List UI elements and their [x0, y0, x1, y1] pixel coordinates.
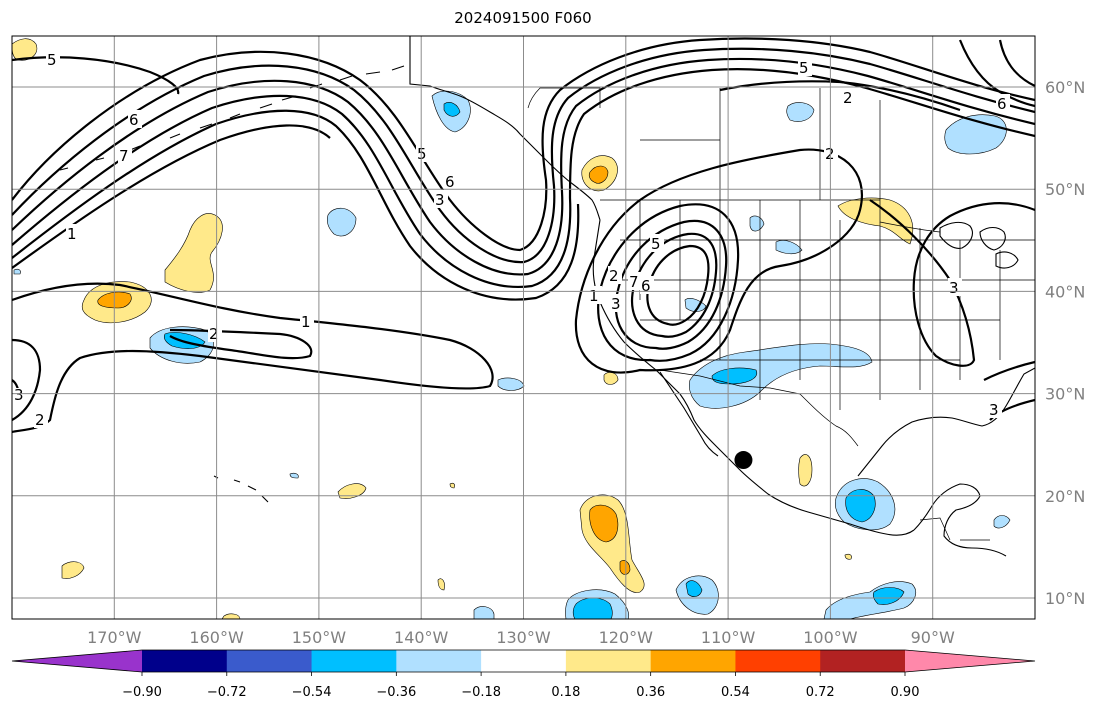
contour-label: 5 — [47, 51, 57, 69]
colorbar-segment — [650, 650, 736, 672]
colorbar-segment — [226, 650, 313, 672]
contour-label: 3 — [14, 386, 24, 404]
colorbar-tick-label: 0.54 — [721, 685, 750, 700]
colorbar-tick-label: −0.72 — [207, 685, 247, 700]
colorbar-tick-label: −0.36 — [376, 685, 416, 700]
contour-label: 2 — [825, 145, 835, 163]
latitude-tick-label: 20°N — [1045, 487, 1085, 506]
location-marker — [734, 451, 753, 470]
positive-anomaly-fills — [12, 38, 914, 619]
colorbar-tick-label: 0.36 — [636, 685, 665, 700]
longitude-tick-label: 90°W — [911, 628, 955, 647]
contour-jet-1 — [12, 37, 1035, 252]
colorbar-segment — [735, 650, 821, 672]
gulf-coast — [857, 367, 1035, 477]
colorbar-tick-label: 0.72 — [806, 685, 835, 700]
negative-anomaly-fills — [13, 90, 1011, 619]
central-america-borders — [919, 517, 990, 541]
colorbar-segment — [142, 650, 228, 672]
contour-label: 5 — [417, 145, 427, 163]
contour-label: 1 — [589, 287, 599, 305]
contour-jet-6 — [12, 124, 331, 269]
west-coast — [592, 219, 915, 536]
canada-provinces — [640, 88, 881, 200]
colorbar-tick-label: −0.18 — [461, 685, 501, 700]
colorbar: −0.90 −0.72 −0.54 −0.36 −0.18 0.18 0.36 0.54 0.7… — [11, 649, 1036, 700]
contour-east-trough — [869, 199, 1035, 367]
longitude-tick-label: 100°W — [803, 628, 858, 647]
longitude-tick-label: 150°W — [292, 628, 347, 647]
colorbar-segment — [311, 650, 397, 672]
contour-label: 3 — [989, 401, 999, 419]
colorbar-segment — [396, 650, 482, 672]
contour-label: 2 — [35, 411, 45, 429]
alaska-canada-border — [527, 87, 601, 109]
yucatan-coast — [913, 483, 1007, 557]
contour-east-2 — [958, 39, 1035, 108]
contour-label: 2 — [209, 325, 219, 343]
colorbar-segment — [565, 650, 652, 672]
alaska-coast — [409, 36, 601, 221]
longitude-labels: 170°W 160°W 150°W 140°W 130°W 120°W 110°W 100°W… — [87, 628, 955, 647]
colorbar-tick-label: −0.54 — [292, 685, 332, 700]
contour-label: 6 — [641, 277, 651, 295]
latitude-tick-label: 40°N — [1045, 282, 1085, 301]
longitude-tick-label: 130°W — [496, 628, 551, 647]
longitude-tick-label: 170°W — [87, 628, 142, 647]
contour-label: 6 — [997, 95, 1007, 113]
map-frame — [11, 35, 1036, 620]
contour-label: 7 — [629, 273, 639, 291]
contour-low-1 — [597, 203, 740, 362]
contour-label: 7 — [119, 147, 129, 165]
longitude-tick-label: 120°W — [599, 628, 654, 647]
contour-label: 2 — [843, 89, 853, 107]
contour-label: 2 — [609, 267, 619, 285]
latitude-tick-label: 30°N — [1045, 385, 1085, 404]
contour-label: 1 — [67, 225, 77, 243]
contour-west-1 — [12, 282, 494, 434]
state-borders — [620, 200, 1035, 410]
contour-label: 5 — [651, 235, 661, 253]
contour-east-3 — [998, 39, 1035, 87]
longitude-tick-label: 140°W — [394, 628, 449, 647]
colorbar-segment — [820, 650, 906, 672]
longitude-tick-label: 110°W — [701, 628, 756, 647]
contour-jet-5 — [12, 109, 580, 301]
contour-label: 6 — [129, 111, 139, 129]
figure-title: 2024091500 F060 — [454, 9, 592, 27]
latitude-labels: 60°N 50°N 40°N 30°N 20°N 10°N — [1045, 78, 1085, 608]
longitude-tick-label: 160°W — [189, 628, 244, 647]
contour-north-ridge — [719, 80, 961, 112]
colorbar-extend-min — [12, 650, 142, 672]
contour-ridge-inner — [169, 328, 313, 360]
contour-jet-4 — [12, 68, 1035, 288]
colorbar-tick-label: 0.18 — [551, 685, 580, 700]
contour-label: 5 — [799, 59, 809, 77]
latitude-tick-label: 10°N — [1045, 589, 1085, 608]
colorbar-tick-label: −0.90 — [122, 685, 162, 700]
colorbar-segment — [481, 650, 567, 672]
colorbar-tick-label: 0.90 — [891, 685, 920, 700]
contour-west-2 — [12, 338, 42, 421]
latitude-tick-label: 60°N — [1045, 78, 1085, 97]
baja-california — [659, 371, 719, 457]
colorbar-extend-max — [905, 650, 1035, 672]
latitude-tick-label: 50°N — [1045, 180, 1085, 199]
contour-label: 3 — [949, 279, 959, 297]
gridlines — [12, 36, 1035, 619]
contour-jet-2 — [12, 47, 1035, 264]
contour-label: 3 — [611, 295, 621, 313]
contour-low-3 — [631, 232, 718, 338]
contour-label: 6 — [445, 173, 455, 191]
hawaii — [213, 475, 269, 503]
contour-label: 3 — [435, 191, 445, 209]
contour-label: 1 — [301, 313, 311, 331]
